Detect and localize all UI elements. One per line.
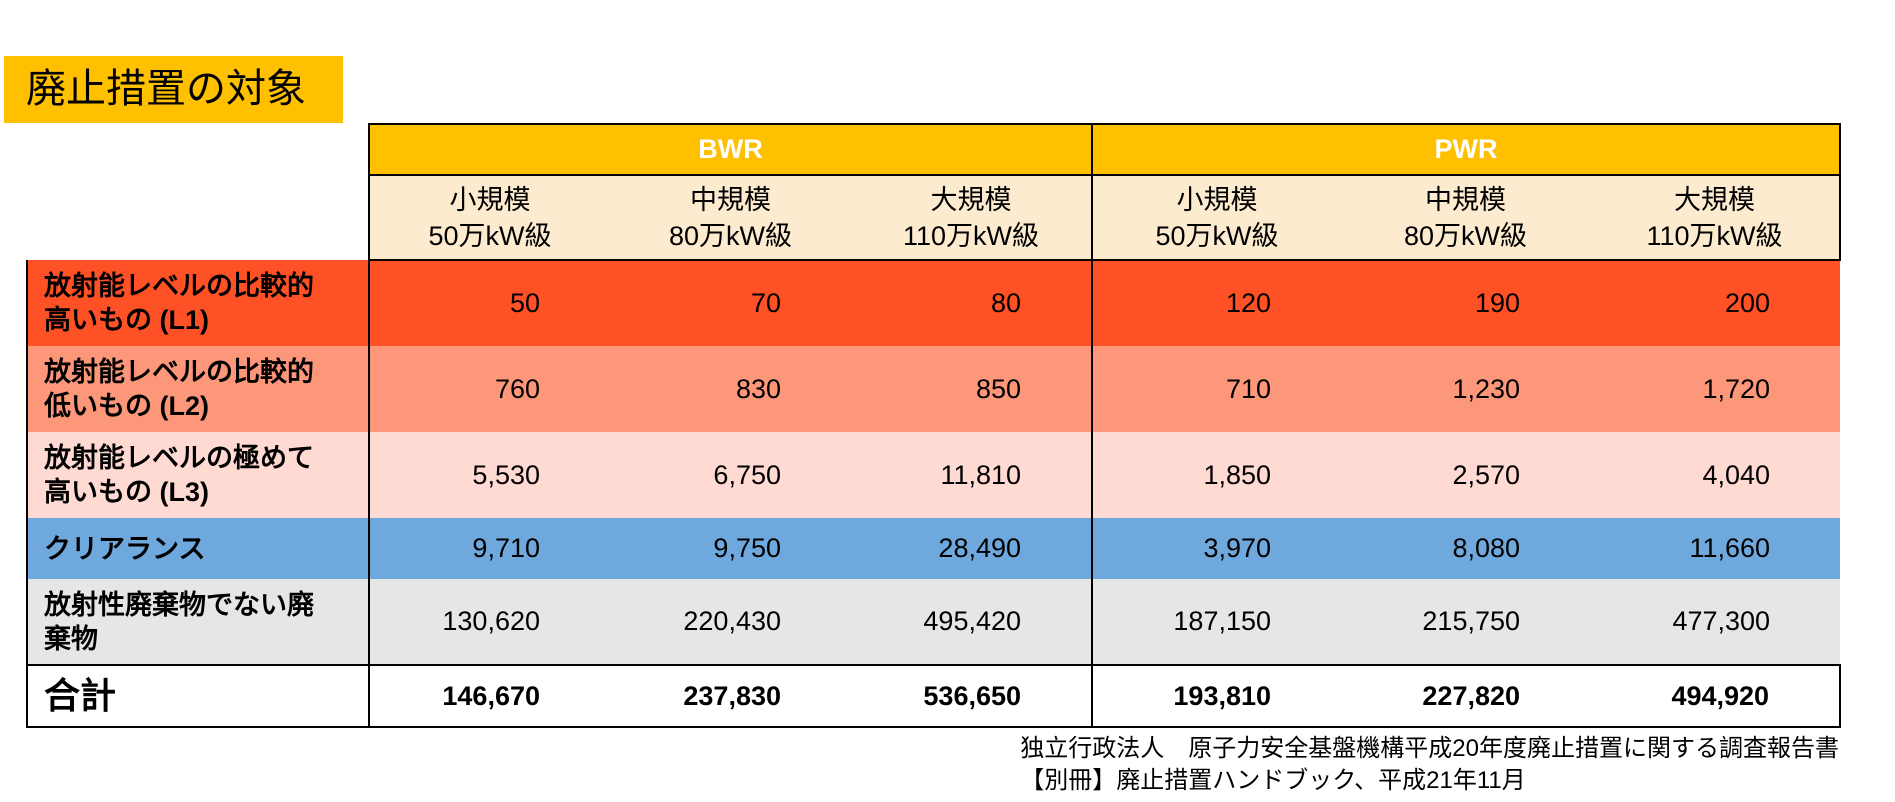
row-label-line: 放射能レベルの比較的 [44,271,314,301]
column-header: 中規模 80万kW級 [1341,175,1591,261]
data-cell: 850 [851,346,1094,432]
group-header-row: BWR PWR [27,123,1842,176]
total-row: 合計 146,670 237,830 536,650 193,810 227,8… [26,664,1842,728]
data-cell: 3,970 [1092,518,1342,579]
total-cell: 146,670 [369,664,610,728]
data-cell: 9,750 [610,518,851,579]
column-class: 50万kW級 [1155,220,1279,251]
source-note: 独立行政法人 原子力安全基盤機構平成20年度廃止措置に関する調査報告書 【別冊】… [1020,733,1839,797]
data-cell: 5,530 [369,432,610,518]
total-cell: 227,820 [1341,664,1591,728]
table-row: 放射能レベルの比較的 高いもの (L1) 50 70 80 120 190 200 [26,260,1841,346]
row-label-line: 放射能レベルの極めて [44,443,314,473]
data-cell: 477,300 [1590,579,1841,665]
row-label-line: 高いもの (L3) [44,477,209,507]
data-cell: 495,420 [851,579,1094,665]
data-cell: 9,710 [369,518,610,579]
data-cell: 70 [610,260,851,346]
table-row: 放射能レベルの比較的 低いもの (L2) 760 830 850 710 1,23… [26,346,1841,432]
row-label-line: 低いもの (L2) [44,391,209,421]
column-header: 小規模 50万kW級 [368,175,610,261]
total-cell: 536,650 [851,664,1094,728]
total-cell: 494,920 [1590,664,1842,728]
column-class: 110万kW級 [902,220,1040,251]
source-line: 独立行政法人 原子力安全基盤機構平成20年度廃止措置に関する調査報告書 [1020,735,1839,762]
data-cell: 220,430 [610,579,851,665]
row-label-line: 放射能レベルの比較的 [44,357,314,387]
column-class: 80万kW級 [668,220,793,251]
data-cell: 11,660 [1590,518,1841,579]
data-cell: 4,040 [1590,432,1841,518]
column-class: 80万kW級 [1404,220,1528,251]
data-cell: 830 [610,346,851,432]
row-label: 放射能レベルの比較的 低いもの (L2) [26,346,370,432]
data-cell: 50 [369,260,610,346]
row-label-line: 棄物 [44,623,98,654]
column-size: 小規模 [1176,184,1258,215]
group-header-pwr: PWR [1091,123,1842,176]
data-cell: 6,750 [610,432,851,518]
table-row: クリアランス 9,710 9,750 28,490 3,970 8,080 11… [26,518,1841,579]
column-size: 大規模 [1674,184,1756,215]
row-label: クリアランス [26,518,370,579]
data-cell: 28,490 [851,518,1094,579]
data-cell: 130,620 [369,579,610,665]
corner-cell [27,124,369,175]
row-label-line: 放射性廃棄物でない廃 [44,589,314,620]
total-cell: 193,810 [1092,664,1342,728]
data-cell: 2,570 [1341,432,1591,518]
table-row: 放射性廃棄物でない廃 棄物 130,620 220,430 495,420 187… [26,579,1841,665]
data-cell: 8,080 [1341,518,1591,579]
column-class: 50万kW級 [428,220,552,251]
row-label: 放射性廃棄物でない廃 棄物 [26,579,370,665]
data-cell: 120 [1092,260,1342,346]
source-line: 【別冊】廃止措置ハンドブック、平成21年11月 [1020,767,1526,794]
data-cell: 80 [851,260,1094,346]
total-cell: 237,830 [610,664,851,728]
column-size: 中規模 [690,184,771,215]
column-header: 大規模 110万kW級 [1590,175,1842,261]
data-cell: 1,720 [1590,346,1841,432]
corner-cell [27,175,369,260]
group-header-bwr: BWR [367,123,1094,176]
data-cell: 200 [1590,260,1841,346]
column-size: 大規模 [930,184,1012,215]
column-header: 小規模 50万kW級 [1092,175,1342,261]
data-cell: 215,750 [1341,579,1591,665]
data-cell: 1,230 [1341,346,1591,432]
data-cell: 710 [1092,346,1342,432]
row-label-line: クリアランス [44,533,206,564]
sub-header-row: 小規模 50万kW級 中規模 80万kW級 大規模 110万kW級 小規模 50万kW級… [27,175,1842,261]
data-cell: 1,850 [1092,432,1342,518]
data-cell: 760 [369,346,610,432]
row-label-line: 高いもの (L1) [44,305,209,335]
data-cell: 11,810 [851,432,1094,518]
column-size: 中規模 [1425,184,1507,215]
waste-table: BWR PWR 小規模 50万kW級 中規模 80万kW級 大規模 110万kW級 小… [26,123,1842,728]
column-header: 大規模 110万kW級 [851,175,1094,261]
column-size: 小規模 [449,184,531,215]
row-label: 放射能レベルの比較的 高いもの (L1) [26,260,370,346]
data-cell: 187,150 [1092,579,1342,665]
data-cell: 190 [1341,260,1591,346]
column-header: 中規模 80万kW級 [610,175,851,261]
row-label: 放射能レベルの極めて 高いもの (L3) [26,432,370,518]
table-row: 放射能レベルの極めて 高いもの (L3) 5,530 6,750 11,810 1… [26,432,1841,518]
column-class: 110万kW級 [1646,220,1783,251]
page-title: 廃止措置の対象 [4,56,343,123]
total-label: 合計 [26,664,370,728]
